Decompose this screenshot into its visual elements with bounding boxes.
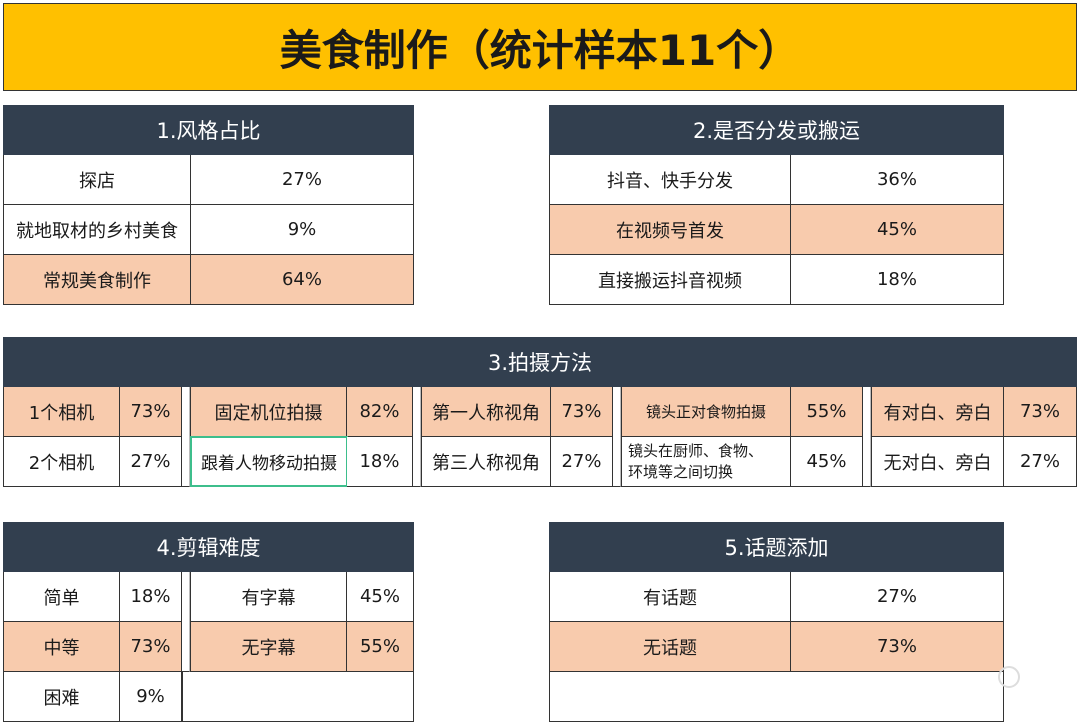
table-cell-label: 抖音、快手分发	[549, 155, 791, 205]
table-cell-label: 直接搬运抖音视频	[549, 255, 791, 305]
column-gap	[182, 572, 190, 672]
table-cell-value: 27%	[191, 155, 414, 205]
section-header: 4.剪辑难度	[3, 522, 414, 572]
column-gap	[613, 387, 621, 487]
table-cell-label: 第三人称视角	[421, 437, 551, 487]
section-header: 5.话题添加	[549, 522, 1004, 572]
table-cell-label: 常规美食制作	[3, 255, 191, 305]
table-cell-value: 73%	[1004, 387, 1077, 437]
table-cell-value: 45%	[347, 572, 414, 622]
column-gap	[413, 387, 421, 487]
empty-cell	[182, 672, 414, 722]
editing-difficulty-table: 4.剪辑难度 简单 18% 中等 73% 困难 9% 有字幕 45% 无字幕 5…	[3, 522, 414, 722]
table-cell-label: 固定机位拍摄	[190, 387, 347, 437]
label-line: 环境等之间切换	[628, 462, 734, 481]
table-cell-value: 18%	[791, 255, 1004, 305]
table-cell-label: 1个相机	[3, 387, 120, 437]
table-cell-label: 中等	[3, 622, 120, 672]
table-cell-label: 简单	[3, 572, 120, 622]
table-cell-label: 有话题	[549, 572, 791, 622]
label-line: 镜头在厨师、食物、	[628, 441, 764, 460]
table-cell-label: 无字幕	[190, 622, 347, 672]
table-cell-value: 18%	[120, 572, 182, 622]
table-cell-label: 有对白、旁白	[871, 387, 1004, 437]
table-cell-value: 9%	[120, 672, 182, 722]
table-cell-value: 27%	[791, 572, 1004, 622]
topic-tag-table: 5.话题添加 有话题 27% 无话题 73%	[549, 522, 1004, 722]
page-title: 美食制作（统计样本11个）	[3, 3, 1077, 91]
table-cell-value: 45%	[791, 437, 863, 487]
table-cell-label: 就地取材的乡村美食	[3, 205, 191, 255]
table-cell-value: 27%	[120, 437, 182, 487]
table-cell-value: 9%	[191, 205, 414, 255]
table-cell-value: 27%	[1004, 437, 1077, 487]
table-cell-value: 45%	[791, 205, 1004, 255]
selected-table-cell[interactable]: 跟着人物移动拍摄	[190, 436, 348, 487]
shooting-method-table: 3.拍摄方法 1个相机 73% 2个相机 27% 固定机位拍摄 82% 跟着人物…	[3, 337, 1077, 487]
table-cell-value: 73%	[791, 622, 1004, 672]
table-cell-label: 无对白、旁白	[871, 437, 1004, 487]
column-gap	[182, 387, 190, 487]
table-cell-value: 73%	[120, 622, 182, 672]
empty-cell	[549, 672, 1004, 722]
table-cell-value: 64%	[191, 255, 414, 305]
table-cell-label: 无话题	[549, 622, 791, 672]
table-cell-value: 55%	[791, 387, 863, 437]
table-cell-value: 73%	[551, 387, 613, 437]
table-cell-value: 27%	[551, 437, 613, 487]
table-cell-value: 82%	[347, 387, 413, 437]
distribution-table: 2.是否分发或搬运 抖音、快手分发 36% 在视频号首发 45% 直接搬运抖音视…	[549, 105, 1004, 305]
table-cell-label: 探店	[3, 155, 191, 205]
watermark-icon	[998, 666, 1020, 688]
table-cell-label: 在视频号首发	[549, 205, 791, 255]
table-cell-label: 2个相机	[3, 437, 120, 487]
table-cell-label: 困难	[3, 672, 120, 722]
table-cell-value: 73%	[120, 387, 182, 437]
table-cell-label: 第一人称视角	[421, 387, 551, 437]
table-cell-value: 36%	[791, 155, 1004, 205]
table-cell-value: 55%	[347, 622, 414, 672]
table-cell-label: 镜头在厨师、食物、 环境等之间切换	[621, 437, 791, 487]
section-header: 1.风格占比	[3, 105, 414, 155]
table-cell-label: 有字幕	[190, 572, 347, 622]
section-header: 3.拍摄方法	[3, 337, 1077, 387]
style-ratio-table: 1.风格占比 探店 27% 就地取材的乡村美食 9% 常规美食制作 64%	[3, 105, 414, 305]
section-header: 2.是否分发或搬运	[549, 105, 1004, 155]
table-cell-value: 18%	[347, 437, 413, 487]
table-cell-label: 镜头正对食物拍摄	[621, 387, 791, 437]
column-gap	[863, 387, 871, 487]
